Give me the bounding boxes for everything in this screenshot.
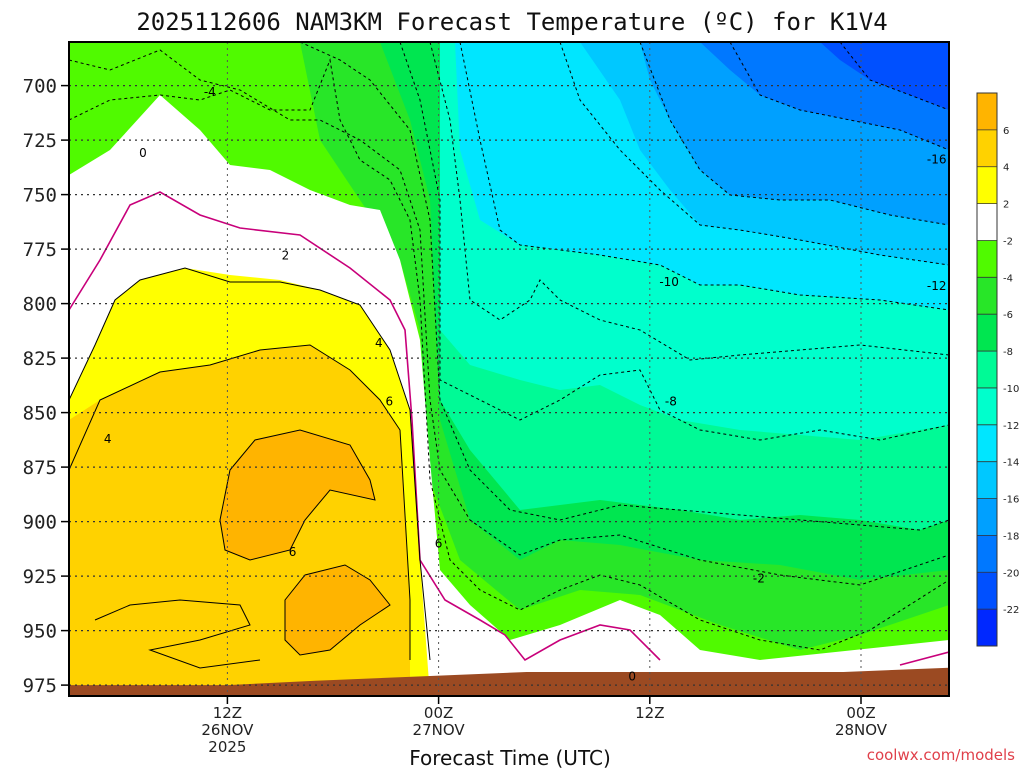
contour-label: 0 — [628, 669, 636, 683]
contour-minus10-line — [429, 42, 949, 361]
x-tick-label: 12Z — [635, 704, 664, 722]
colorbar-segment — [977, 93, 997, 130]
contour-minus14-line — [559, 42, 949, 266]
colorbar-segment — [977, 166, 997, 204]
y-tick-label: 900 — [23, 512, 57, 534]
plot-frame — [68, 41, 950, 697]
y-tick-label: 825 — [23, 348, 57, 370]
contour-2-line — [69, 267, 431, 661]
contour-4-lower — [94, 599, 261, 669]
y-tick-label: 775 — [23, 239, 57, 261]
x-tick-label: 12Z — [213, 704, 242, 722]
pressure-gridlines — [69, 84, 949, 686]
x-tick-label: 28NOV — [835, 721, 888, 739]
colorbar-label: -2 — [1003, 236, 1013, 247]
x-tick-label: 00Z — [424, 704, 453, 722]
colorbar-label: -18 — [1003, 531, 1019, 542]
colorbar-label: -8 — [1003, 347, 1013, 358]
colorbar-segment — [977, 314, 997, 352]
contour-label: 6 — [289, 545, 297, 559]
contour-label: 4 — [104, 432, 112, 446]
contour-label: -16 — [927, 153, 947, 167]
y-tick-label: 800 — [23, 294, 57, 316]
colorbar-label: -6 — [1003, 310, 1013, 321]
contour-label: -12 — [927, 279, 947, 293]
contour-minus8-line — [399, 42, 949, 441]
colorbar-frame — [976, 92, 998, 647]
y-tick-label: 975 — [23, 675, 57, 697]
colorbar-segment — [977, 351, 997, 388]
y-tick-label: 700 — [23, 76, 57, 98]
ground-terrain — [69, 667, 949, 696]
contour-label: -8 — [665, 395, 677, 409]
contour-minus16-line — [639, 42, 949, 226]
contour-minus4-line — [69, 49, 949, 586]
colorbar-label: -4 — [1003, 273, 1013, 284]
colorbar-segment — [977, 535, 997, 573]
contour-0-line-right — [899, 651, 949, 666]
colorbar-segment — [977, 461, 997, 499]
colorbar-segment — [977, 203, 997, 241]
chart-title: 2025112606 NAM3KM Forecast Temperature (… — [136, 8, 887, 36]
x-tick-label: 2025 — [208, 738, 246, 756]
x-axis-label: Forecast Time (UTC) — [409, 746, 611, 768]
contour-minus20-line — [839, 42, 949, 111]
contour-6-line-a — [219, 429, 376, 561]
x-axis: 12Z26NOV202500Z27NOV12Z00Z28NOV12Z — [201, 696, 888, 756]
contour-minus18-line — [729, 42, 949, 151]
y-tick-label: 725 — [23, 130, 57, 152]
colorbar-segment — [977, 609, 997, 646]
contour-label: -10 — [659, 275, 679, 289]
colorbar-segment — [977, 572, 997, 610]
y-tick-label: 950 — [23, 621, 57, 643]
colorbar-label: -22 — [1003, 605, 1019, 616]
colorbar-label: -12 — [1003, 421, 1019, 432]
colorbar-label: 6 — [1003, 126, 1009, 137]
x-tick-label: 00Z — [846, 704, 875, 722]
colorbar-segment — [977, 240, 997, 278]
time-gridlines — [226, 42, 862, 696]
contour-label: -2 — [753, 571, 765, 585]
colorbar-label: 4 — [1003, 163, 1009, 174]
colorbar-label: -20 — [1003, 568, 1019, 579]
x-tick-label: 27NOV — [413, 721, 466, 739]
colorbar-label: -10 — [1003, 384, 1019, 395]
x-tick-label: 26NOV — [201, 721, 254, 739]
contour-6-line-b — [284, 564, 391, 656]
y-tick-label: 875 — [23, 457, 57, 479]
colorbar: 6 4 2 -2 -4 -6 -8 -10 -12 -14 -16 -18 -20 -22 — [976, 92, 1019, 647]
band-plus6-8-b — [285, 565, 390, 655]
y-tick-label: 750 — [23, 185, 57, 207]
contour-minus6-line — [299, 42, 949, 531]
colorbar-segment — [977, 129, 997, 167]
contour-4-line — [69, 344, 411, 660]
colorbar-segment — [977, 387, 997, 425]
y-tick-label: 850 — [23, 403, 57, 425]
contour-label: 2 — [282, 249, 290, 263]
contour-label: 4 — [375, 336, 383, 350]
colorbar-label: -14 — [1003, 458, 1019, 469]
colorbar-label: -16 — [1003, 495, 1019, 506]
colorbar-segment — [977, 424, 997, 462]
colorbar-segment — [977, 277, 997, 315]
contour-label: -4 — [204, 85, 216, 99]
contour-label: 0 — [139, 146, 147, 160]
contour-0-line — [69, 191, 661, 662]
band-cold-20-22 — [820, 42, 949, 110]
y-axis: 700 725 750 775 800 825 850 875 900 925 950 975 — [23, 76, 69, 697]
colorbar-label: 2 — [1003, 200, 1009, 211]
colorbar-segment — [977, 498, 997, 536]
contour-minus12-line — [459, 42, 949, 311]
contour-label: 6 — [385, 395, 393, 409]
contour-label: 6 — [435, 536, 443, 550]
credit-link[interactable]: coolwx.com/models — [867, 746, 1015, 764]
band-plus6-8-a — [220, 430, 375, 560]
y-tick-label: 925 — [23, 566, 57, 588]
